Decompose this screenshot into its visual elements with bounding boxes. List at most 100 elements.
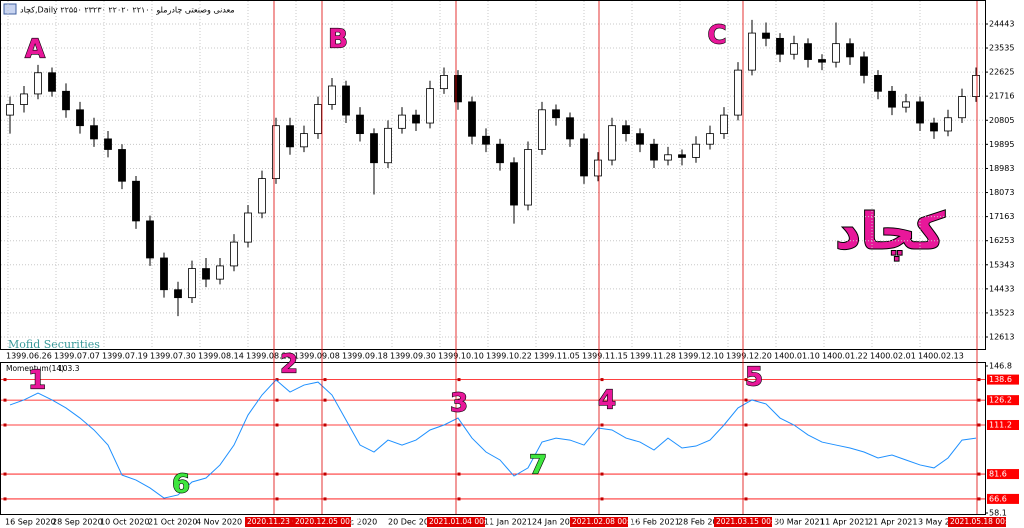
- level-label-box: [987, 374, 1019, 385]
- candle-body: [958, 96, 966, 119]
- y-tick-label: 17163: [989, 212, 1014, 221]
- level-dot: [457, 472, 461, 476]
- x-tick-label: 1399.08.26: [246, 352, 292, 361]
- x-tick-label: 3 May 202: [918, 518, 960, 527]
- marker-label-box: [714, 517, 772, 527]
- level-dot: [275, 497, 279, 501]
- y-tick-label: 58.1: [989, 509, 1007, 518]
- candle-body: [342, 85, 350, 116]
- candle-body: [90, 125, 98, 140]
- x-tick-label: 16 Feb 2021: [630, 518, 680, 527]
- y-tick-label: 12613: [989, 333, 1014, 342]
- x-tick-label: 28 Sep 2020: [52, 518, 103, 527]
- level-dot: [600, 497, 604, 501]
- candle-body: [216, 265, 224, 280]
- candle-body: [384, 127, 392, 164]
- level-dot: [977, 423, 981, 427]
- candle-body: [650, 143, 658, 161]
- y-tick-label: 20805: [989, 116, 1014, 125]
- marker-label-box: [427, 517, 485, 527]
- candle-body: [552, 109, 560, 119]
- candle-body: [202, 268, 210, 280]
- candle-body: [300, 133, 308, 148]
- level-dot: [457, 378, 461, 382]
- candle-body: [426, 88, 434, 124]
- main-pane-border: [0, 0, 986, 350]
- candle-body: [328, 85, 336, 105]
- candle-body: [636, 133, 644, 145]
- candle-body: [692, 143, 700, 158]
- level-dot: [977, 378, 981, 382]
- level-dot: [457, 423, 461, 427]
- x-tick-label: 1399.07.07: [54, 352, 100, 361]
- x-tick-label: 1399.12.10: [678, 352, 724, 361]
- x-tick-label: 10 Oct 2020: [100, 518, 149, 527]
- annotation-number: 3: [450, 389, 468, 419]
- candle-body: [706, 133, 714, 145]
- candle-body: [160, 257, 168, 291]
- annotation-number: 1: [28, 366, 46, 396]
- candle-body: [482, 135, 490, 145]
- candle-body: [20, 93, 28, 105]
- level-dot: [600, 398, 604, 402]
- level-dot: [275, 472, 279, 476]
- candle-body: [258, 178, 266, 214]
- x-tick-label: 16 Sep 2020: [5, 518, 56, 527]
- x-tick-label: 1399.12.20: [726, 352, 772, 361]
- candle-body: [440, 75, 448, 90]
- level-label-box: [987, 395, 1019, 406]
- level-dot: [457, 398, 461, 402]
- level-label: 111.2: [989, 420, 1012, 429]
- level-dot: [744, 378, 748, 382]
- level-label-box: [987, 419, 1019, 430]
- candle-body: [62, 90, 70, 111]
- level-dot: [323, 398, 327, 402]
- x-tick-label: 1399.11.15: [582, 352, 628, 361]
- marker-label: 2021.02.08 00:00: [572, 517, 639, 526]
- x-tick-label: 1399.06.26: [6, 352, 52, 361]
- x-tick-label: 1399.08.14: [198, 352, 244, 361]
- x-tick-label: 20 Dec 2020: [388, 518, 439, 527]
- candle-body: [860, 56, 868, 76]
- candle-body: [790, 43, 798, 55]
- x-tick-label: 1399.07.30: [150, 352, 196, 361]
- candle-body: [944, 117, 952, 132]
- candle-body: [356, 114, 364, 135]
- marker-label-box: [570, 517, 628, 527]
- x-tick-label: 21 Apr 2021: [868, 518, 917, 527]
- candle-body: [832, 43, 840, 63]
- annotation-letter: A: [25, 35, 45, 65]
- level-label-box: [987, 469, 1019, 480]
- x-tick-label: ec 2020: [345, 518, 377, 527]
- level-dot: [3, 472, 7, 476]
- x-tick-label: 1399.11.05: [534, 352, 580, 361]
- x-tick-label: 28 Feb 202: [678, 518, 723, 527]
- y-tick-label: 146.8: [989, 362, 1012, 371]
- x-tick-label: 30 Mar 2021: [774, 518, 825, 527]
- candle-body: [286, 125, 294, 148]
- level-dot: [977, 398, 981, 402]
- candle-body: [846, 43, 854, 58]
- candle-body: [622, 125, 630, 135]
- level-label: 138.6: [989, 375, 1012, 384]
- level-dot: [323, 378, 327, 382]
- level-dot: [977, 472, 981, 476]
- level-dot: [744, 497, 748, 501]
- candle-body: [244, 212, 252, 243]
- marker-label: 2020.12.05 00:00: [295, 517, 362, 526]
- x-tick-label: 1400.02.13: [918, 352, 964, 361]
- candle-body: [720, 114, 728, 135]
- annotation-number: 5: [745, 363, 763, 393]
- x-tick-label: 1399.09.08: [294, 352, 340, 361]
- level-dot: [977, 497, 981, 501]
- candle-body: [874, 75, 882, 92]
- level-dot: [3, 497, 7, 501]
- candle-body: [594, 159, 602, 177]
- x-tick-label: 21 Oct 2020: [148, 518, 197, 527]
- level-dot: [275, 378, 279, 382]
- candle-body: [762, 32, 770, 39]
- x-tick-label: 1399.07.19: [102, 352, 148, 361]
- level-dot: [600, 378, 604, 382]
- candle-body: [678, 154, 686, 158]
